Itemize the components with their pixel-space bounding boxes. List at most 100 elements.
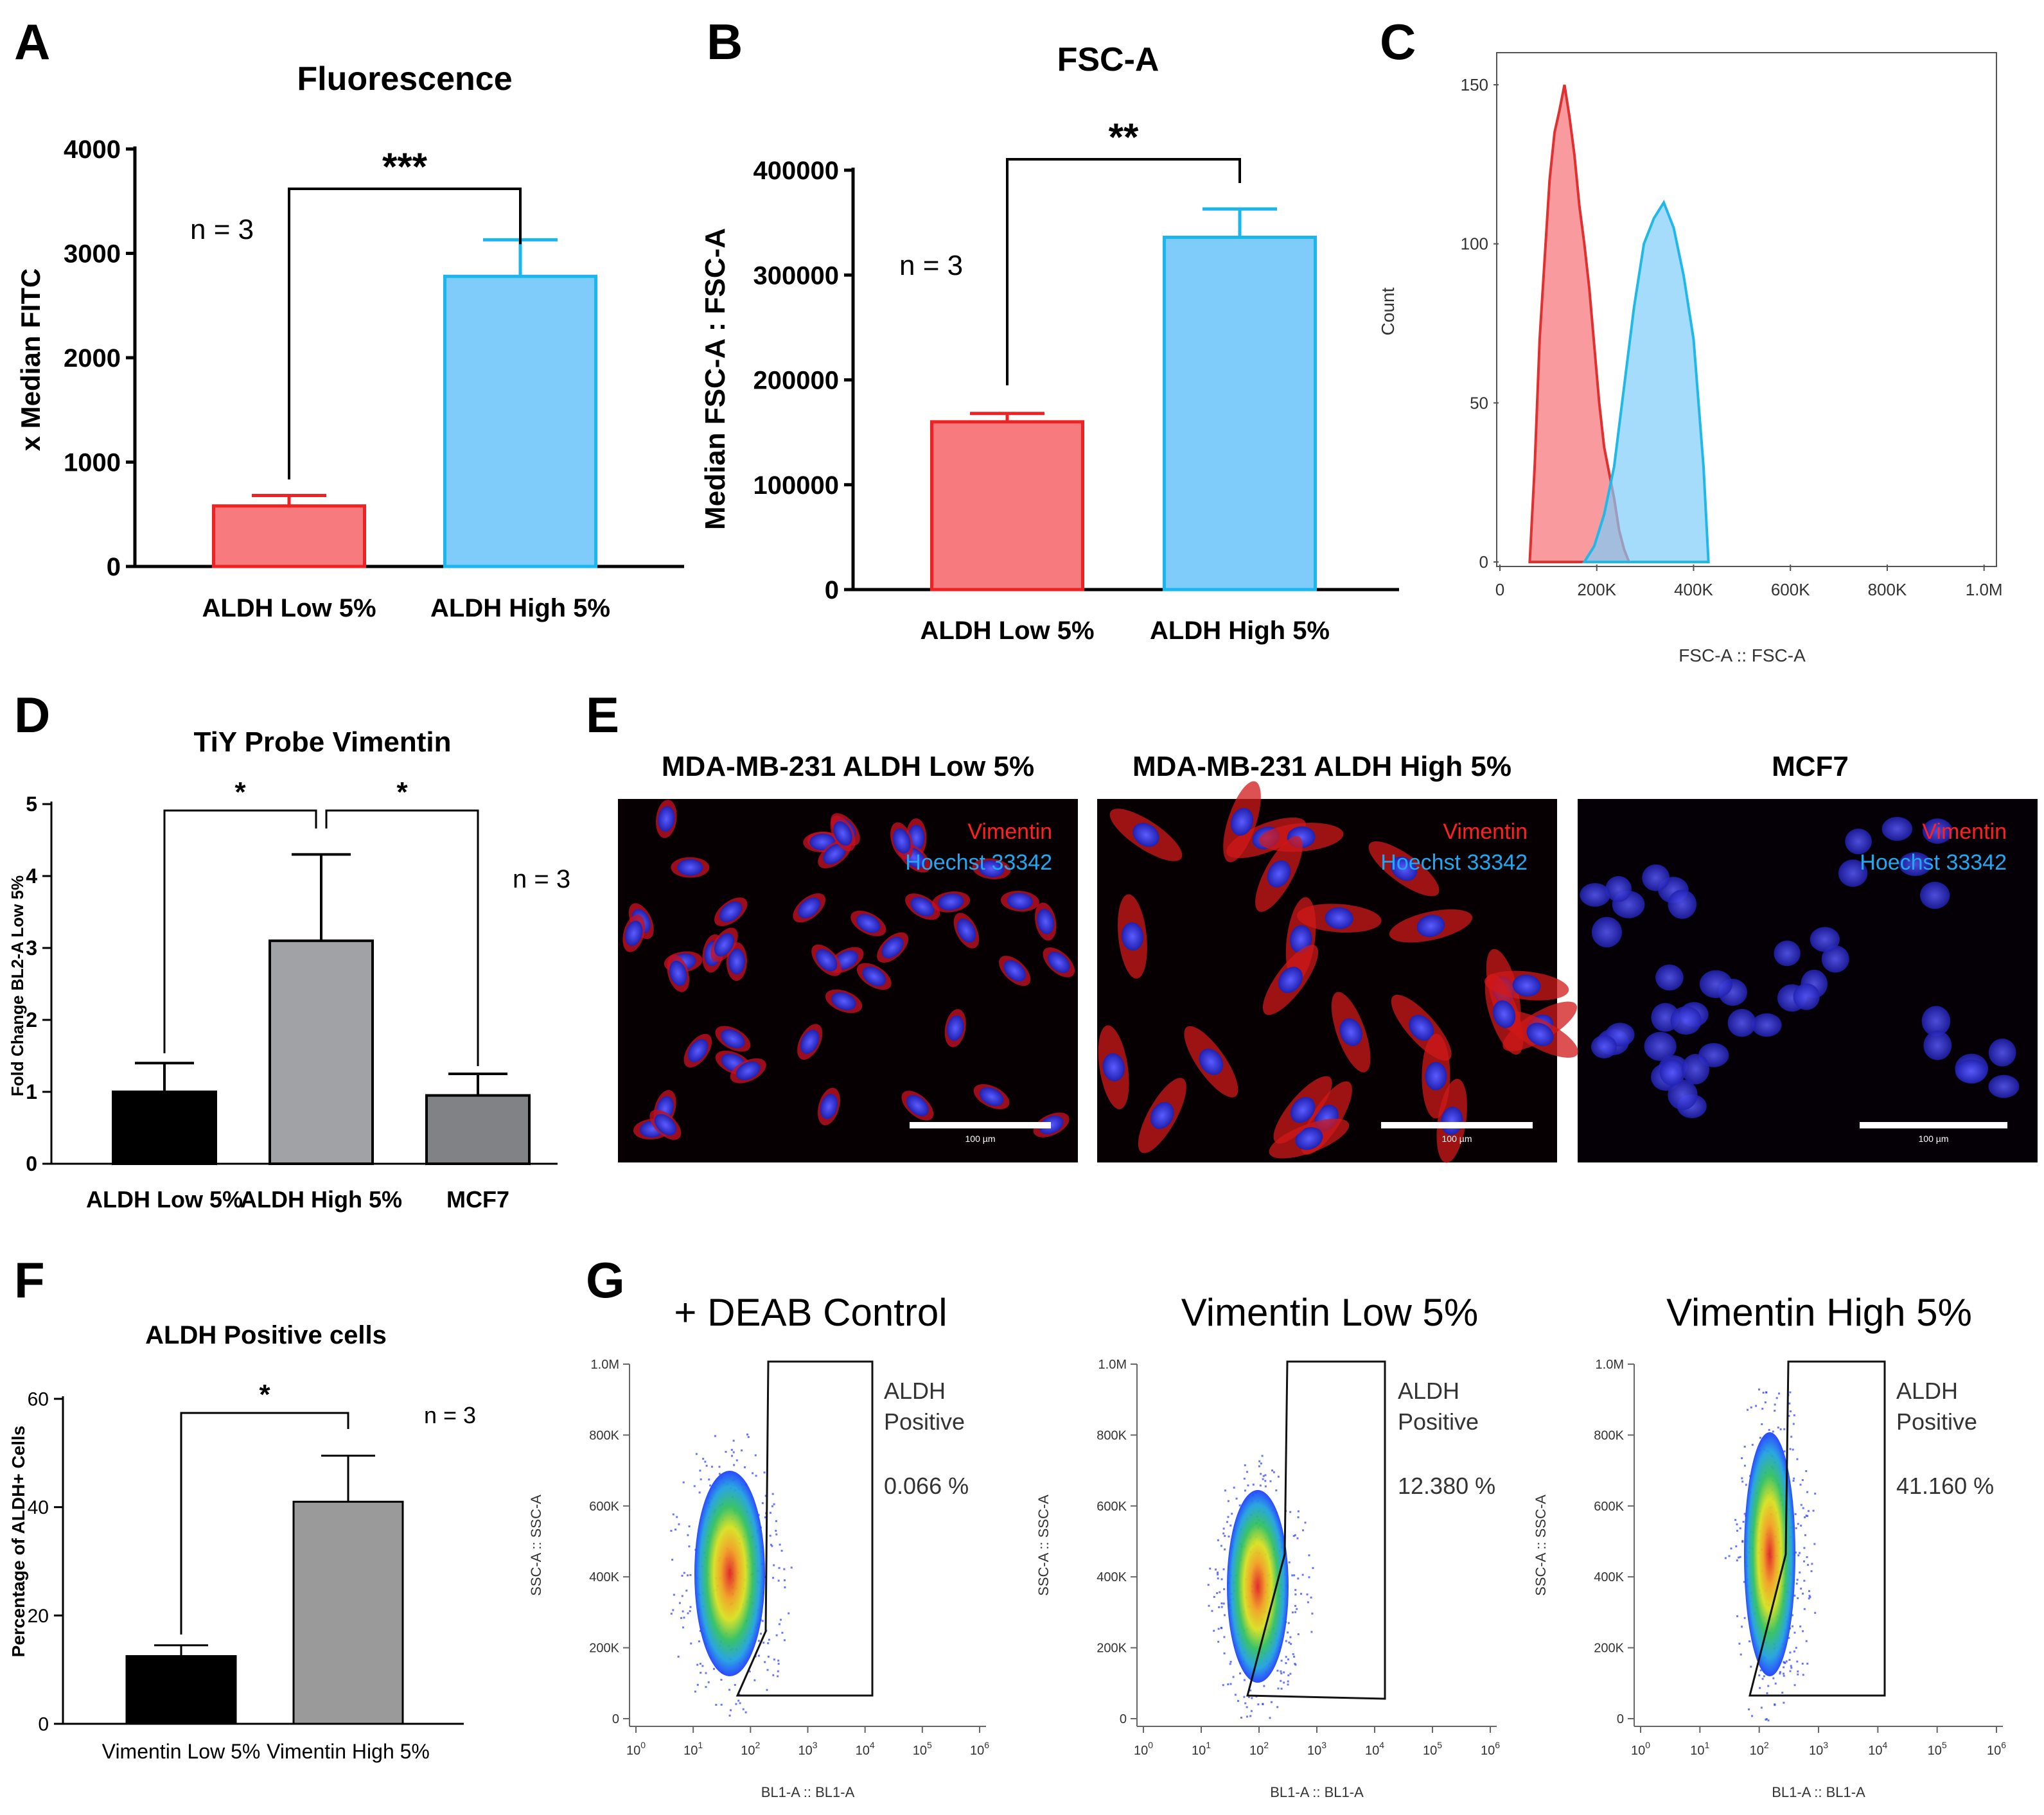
cell-nucleus xyxy=(719,901,743,922)
cell-nucleus xyxy=(881,936,904,958)
cell-nucleus xyxy=(979,1087,1004,1107)
flow-event xyxy=(1728,1555,1731,1557)
D-ytick-label: 4 xyxy=(26,864,37,888)
chart-a-ylabel: x Median FITC xyxy=(15,268,46,452)
flow-event xyxy=(1813,1543,1816,1545)
flow-event xyxy=(1796,1579,1799,1581)
flow-xtick-label: 102 xyxy=(1249,1740,1269,1758)
flow-event xyxy=(1311,1612,1314,1615)
A-ytick-label: 0 xyxy=(107,553,121,581)
flow-event xyxy=(1296,1537,1299,1539)
flow-event xyxy=(769,1511,771,1514)
flow-event xyxy=(698,1640,700,1643)
mcf7-nucleus xyxy=(1774,940,1801,967)
flow-density-core xyxy=(694,1471,765,1676)
flow-ytick-label: 800K xyxy=(1097,1428,1127,1442)
flow-event xyxy=(1259,1484,1262,1487)
gate-label-line2: Positive xyxy=(884,1408,965,1435)
flow-event xyxy=(1276,1669,1279,1672)
flow-event xyxy=(1774,1703,1776,1706)
A-ytick-label: 4000 xyxy=(64,136,121,164)
flow-event xyxy=(728,1688,731,1691)
flow-event xyxy=(1759,1687,1761,1689)
flow-event xyxy=(700,1671,702,1674)
flow-event xyxy=(1742,1520,1745,1523)
flow-event xyxy=(1220,1606,1223,1608)
flow-ytick-label: 0 xyxy=(1617,1712,1624,1726)
cell-nucleus xyxy=(978,860,1005,877)
flow-event xyxy=(1280,1672,1283,1675)
flow-event xyxy=(705,1672,707,1674)
D-bar xyxy=(269,939,374,1166)
flow-gate xyxy=(1246,1360,1386,1700)
flow-event xyxy=(1270,1701,1273,1703)
flow-xtick-label: 100 xyxy=(1631,1740,1650,1758)
gate-percent: 12.380 % xyxy=(1398,1473,1495,1499)
chart-c-ylabel: Count xyxy=(1378,287,1398,335)
flow-event xyxy=(1783,1672,1785,1675)
flow-event xyxy=(779,1543,781,1546)
flow-event xyxy=(670,1613,673,1615)
flow-event xyxy=(1292,1653,1294,1656)
flow-event xyxy=(1792,1448,1794,1451)
flow-event xyxy=(1304,1521,1307,1524)
flow-xtick-label: 105 xyxy=(1928,1740,1947,1758)
flow-event xyxy=(1802,1507,1804,1509)
cell-nucleus xyxy=(906,1094,929,1116)
panel-label-d: D xyxy=(14,687,50,743)
flow-xtick-label: 101 xyxy=(1192,1740,1211,1758)
flow-event xyxy=(720,1678,723,1681)
flow-event xyxy=(1294,1534,1296,1536)
flow-xtick-label: 104 xyxy=(1868,1740,1887,1758)
mcf7-nucleus xyxy=(1642,864,1670,891)
cell-nucleus xyxy=(798,897,821,918)
flow-event xyxy=(1785,1660,1788,1663)
chart-c-xtick-label: 200K xyxy=(1577,580,1616,599)
cell-nucleus xyxy=(1039,1116,1064,1135)
mcf7-nucleus xyxy=(1591,916,1622,948)
flow-event xyxy=(788,1612,790,1615)
flow-event xyxy=(1736,1559,1738,1562)
flow-event xyxy=(1244,1489,1246,1492)
flow-event xyxy=(1741,1480,1744,1483)
flow-event xyxy=(1806,1662,1809,1665)
flow-event xyxy=(1280,1679,1282,1682)
flow-event xyxy=(718,1466,721,1468)
flow-event xyxy=(775,1520,777,1522)
D-ytick-label: 5 xyxy=(26,793,37,816)
micro-cells-2 xyxy=(1580,816,2020,1119)
chart-c-frame xyxy=(1496,52,1997,567)
flow-event xyxy=(1739,1556,1741,1558)
cell-nucleus xyxy=(1290,1097,1316,1123)
flow-event xyxy=(1789,1448,1792,1450)
flow-event xyxy=(1809,1596,1811,1599)
flow-event xyxy=(1218,1606,1220,1608)
flow-event xyxy=(1772,1430,1774,1433)
flow-event xyxy=(712,1668,715,1670)
flow-event xyxy=(705,1464,708,1467)
flow-event xyxy=(671,1559,674,1561)
flow-event xyxy=(767,1642,770,1645)
chart-g-title-2: Vimentin High 5% xyxy=(1666,1291,1972,1334)
flow-event xyxy=(699,1629,701,1632)
scale-label-2: 100 µm xyxy=(1919,1134,1949,1144)
flow-event xyxy=(1765,1391,1768,1394)
flow-event xyxy=(1287,1683,1289,1686)
flow-xlabel: BL1-A :: BL1-A xyxy=(1270,1784,1364,1800)
flow-event xyxy=(773,1658,775,1661)
flow-event xyxy=(1793,1594,1796,1597)
flow-event xyxy=(1740,1653,1742,1656)
micro-vimentin-2: Vimentin xyxy=(1922,820,2007,844)
flow-event xyxy=(1285,1662,1287,1665)
flow-event xyxy=(708,1478,710,1481)
micro-hoechst-0: Hoechst 33342 xyxy=(905,850,1052,875)
flow-xlabel: BL1-A :: BL1-A xyxy=(1772,1784,1865,1800)
flow-event xyxy=(1220,1627,1222,1629)
flow-event xyxy=(1280,1660,1283,1662)
flow-event xyxy=(1289,1672,1292,1675)
flow-event xyxy=(702,1457,705,1460)
flow-event xyxy=(714,1435,716,1437)
flow-event xyxy=(688,1545,691,1548)
flow-event xyxy=(1222,1684,1224,1687)
flow-event xyxy=(1301,1574,1304,1576)
